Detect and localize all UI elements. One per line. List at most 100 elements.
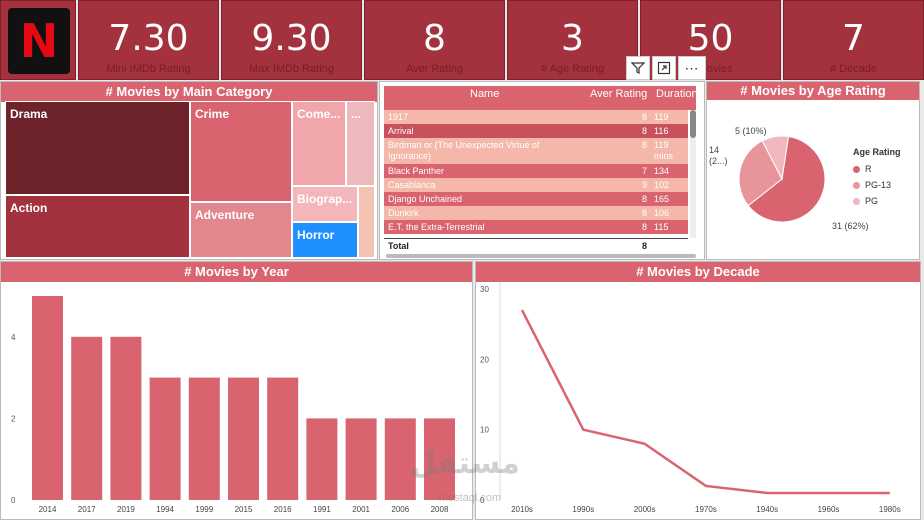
legend-item[interactable]: R [853,161,891,177]
total-label: Total [388,241,409,251]
table-row[interactable]: Birdman or (The Unexpected Virtue of Ign… [384,138,688,164]
decade-line-series [520,309,890,495]
x-tick-label: 2001 [352,505,370,514]
cell-duration: 115 mins [654,222,673,238]
legend-label: R [865,164,872,174]
tile-drama[interactable]: Drama [5,101,190,195]
kpi-label: # Decade [829,63,878,75]
tile-crime[interactable]: Crime [190,101,292,202]
kpi-label: Mini IMDb Rating [106,63,191,75]
kpi-value: 7 [842,18,865,59]
total-value: 8 [642,241,648,251]
y-tick-label: 0 [11,496,16,505]
pie-title: # Movies by Age Rating [707,82,919,100]
x-tick-label: 1960s [818,505,840,514]
kpi-value: 8 [423,18,446,59]
tile-small[interactable] [358,186,375,258]
bar-2017[interactable] [71,336,103,500]
kpi-min-rating: 7.30 Mini IMDb Rating [78,0,219,80]
bar-2019[interactable] [110,336,142,500]
bar-2008[interactable] [424,418,455,500]
cell-rating: 8 [642,126,648,136]
bar-2016[interactable] [267,377,299,500]
pie-slice-r[interactable] [747,135,826,223]
cell-duration: 119 mins [654,140,674,161]
legend-item[interactable]: PG-13 [853,177,891,193]
x-tick-label: 2014 [39,505,57,514]
kpi-value: 9.30 [251,18,332,59]
legend-label: PG-13 [865,180,892,190]
bar-1994[interactable] [149,377,181,500]
cell-name: Casablanca [388,180,436,190]
kpi-value: 50 [687,18,734,59]
focus-mode-button[interactable] [652,56,676,80]
tile-adventure[interactable]: Adventure [190,202,292,258]
cell-rating: 8 [642,208,648,218]
bar-1999[interactable] [188,377,220,500]
movies-by-year-panel: # Movies by Year 0 2 4 2014 2017 2019 1994 1999… [0,261,473,520]
more-icon: ⋯ [684,59,700,76]
pie-slice-pg[interactable] [761,135,789,181]
cell-name: Birdman or (The Unexpected Virtue of Ign… [388,140,540,161]
tile-action[interactable]: Action [5,195,190,258]
tile-horror[interactable]: Horror [292,222,358,258]
cell-name: 1917 [388,112,409,122]
legend-label: PG [865,196,879,206]
bar-2006[interactable] [384,418,416,500]
kpi-value: 3 [561,18,584,59]
tile-biography[interactable]: Biograp... [292,186,358,222]
cell-name: Arrival [388,126,414,136]
y-tick-label: 10 [480,426,489,435]
x-tick-label: 2006 [391,505,409,514]
treemap-title: # Movies by Main Category [1,82,377,102]
kpi-max-rating: 9.30 Max IMDb Rating [221,0,362,80]
legend-item[interactable]: PG [853,193,891,209]
netflix-logo: N [8,8,70,74]
cell-rating: 9 [642,180,648,190]
x-tick-label: 1990s [572,505,594,514]
logo-tile: N [0,0,76,80]
table-row[interactable]: E.T. the Extra-Terrestrial 8 115 mins [384,220,688,238]
more-options-button[interactable]: ⋯ [678,56,706,80]
pie-label-pg13: 14 (2...) [709,145,728,166]
horizontal-scrollbar[interactable] [386,254,696,258]
x-tick-label: 2017 [78,505,96,514]
x-tick-label: 2016 [274,505,292,514]
tile-other[interactable]: ... [346,101,375,186]
scrollbar-thumb[interactable] [690,110,696,138]
column-header-duration[interactable]: Duration [656,88,698,100]
bar-2014[interactable] [32,296,63,500]
cell-name: Django Unchained [388,194,463,204]
movies-by-year-chart: 0 2 4 2014 2017 2019 1994 1999 2015 2016 1991 2001 2… [11,296,455,514]
vertical-scrollbar[interactable] [690,110,696,238]
table-total-row: Total 8 [384,238,688,252]
y-tick-label: 2 [11,414,16,423]
age-rating-panel: # Movies by Age Rating 31 (62%) 14 (2...… [706,81,920,260]
x-tick-label: 1970s [695,505,717,514]
bar-2015[interactable] [228,377,259,500]
bar-2001[interactable] [345,418,377,500]
column-header-rating[interactable]: Aver Rating [590,88,648,100]
x-tick-label: 2019 [117,505,135,514]
cell-name: Dunkirk [388,208,419,218]
pie-slice-pg-13[interactable] [738,140,783,207]
cell-rating: 8 [642,112,648,122]
bar-1991[interactable] [306,418,338,500]
legend-dot [853,181,860,189]
column-header-name[interactable]: Name [470,88,500,100]
x-tick-label: 1940s [756,505,778,514]
tile-comedy[interactable]: Come... [292,101,346,186]
kpi-age-rating: 3 # Age Rating [507,0,638,80]
filter-button[interactable] [626,56,650,80]
cell-rating: 7 [642,166,648,176]
x-tick-label: 1991 [313,505,331,514]
filter-icon [631,62,645,74]
y-tick-label: 20 [480,355,489,364]
